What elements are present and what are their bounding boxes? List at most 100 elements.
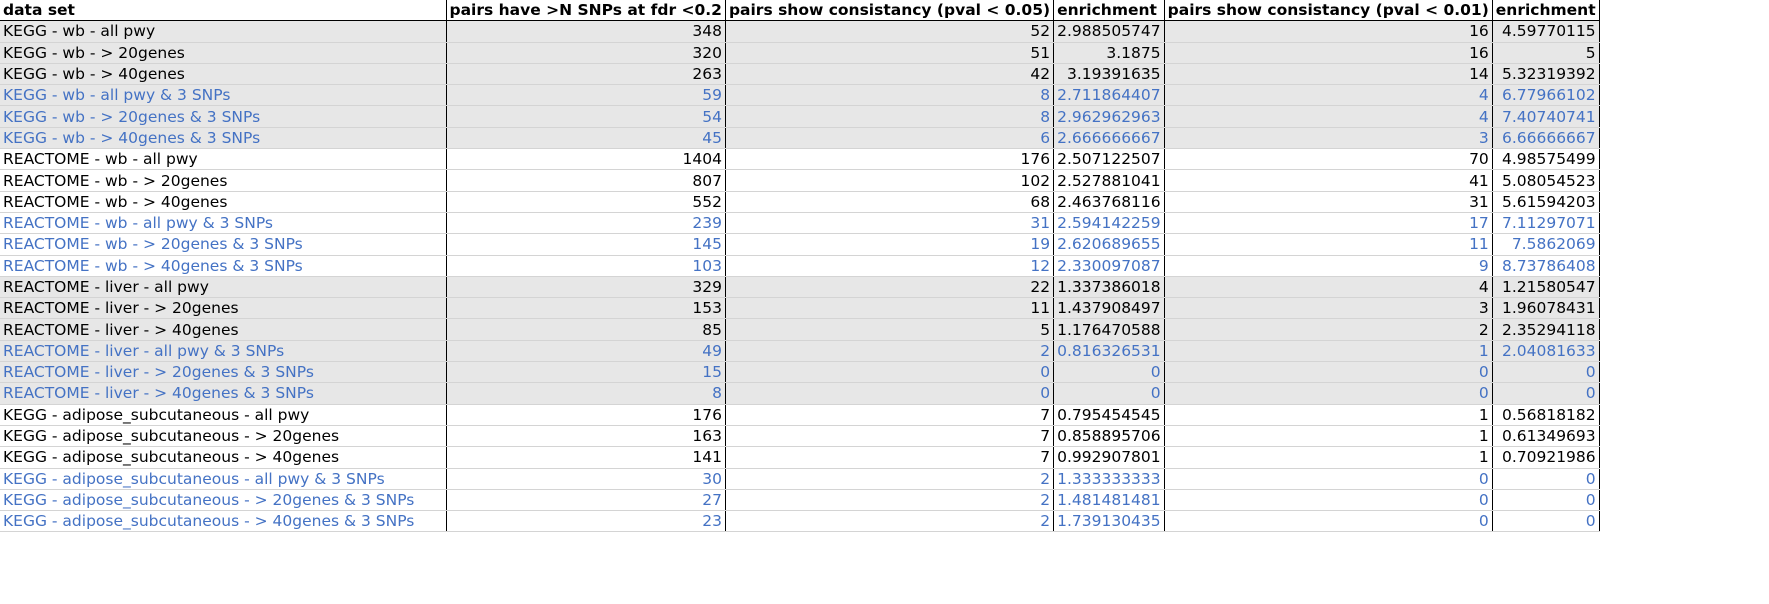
value-cell[interactable]: 2.620689655	[1053, 233, 1165, 256]
row-label-cell[interactable]: REACTOME - wb - > 40genes & 3 SNPs	[0, 255, 447, 277]
value-cell[interactable]: 0	[1164, 361, 1493, 384]
row-label-cell[interactable]: REACTOME - liver - all pwy	[0, 276, 447, 299]
value-cell[interactable]: 1.333333333	[1053, 468, 1165, 490]
value-cell[interactable]: 0	[1053, 361, 1165, 384]
value-cell[interactable]: 85	[446, 318, 726, 341]
value-cell[interactable]: 103	[446, 255, 726, 277]
value-cell[interactable]: 22	[725, 276, 1055, 299]
value-cell[interactable]: 5.08054523	[1492, 169, 1600, 192]
value-cell[interactable]: 51	[725, 42, 1055, 64]
value-cell[interactable]: 30	[446, 468, 726, 490]
value-cell[interactable]: 49	[446, 340, 726, 363]
value-cell[interactable]: 3.19391635	[1053, 63, 1165, 86]
value-cell[interactable]: 2.711864407	[1053, 84, 1165, 107]
value-cell[interactable]: 7	[725, 446, 1055, 469]
value-cell[interactable]: 1.739130435	[1053, 510, 1165, 533]
value-cell[interactable]: 3	[1164, 297, 1493, 320]
value-cell[interactable]: 54	[446, 105, 726, 128]
row-label-cell[interactable]: REACTOME - wb - > 20genes	[0, 169, 447, 192]
value-cell[interactable]: 0	[725, 361, 1055, 384]
value-cell[interactable]: 16	[1164, 20, 1493, 43]
value-cell[interactable]: 0	[1164, 468, 1493, 490]
value-cell[interactable]: 70	[1164, 148, 1493, 171]
value-cell[interactable]: 0.858895706	[1053, 425, 1165, 448]
row-label-cell[interactable]: REACTOME - wb - all pwy & 3 SNPs	[0, 212, 447, 235]
value-cell[interactable]: 6.66666667	[1492, 127, 1600, 150]
value-cell[interactable]: 1.96078431	[1492, 297, 1600, 320]
row-label-cell[interactable]: REACTOME - wb - > 40genes	[0, 191, 447, 213]
value-cell[interactable]: 176	[725, 148, 1055, 171]
value-cell[interactable]: 59	[446, 84, 726, 107]
value-cell[interactable]: 141	[446, 446, 726, 469]
value-cell[interactable]: 0	[1492, 468, 1600, 490]
value-cell[interactable]: 7.5862069	[1492, 233, 1600, 256]
value-cell[interactable]: 0	[1164, 510, 1493, 533]
row-label-cell[interactable]: REACTOME - liver - > 20genes	[0, 297, 447, 320]
value-cell[interactable]: 7	[725, 404, 1055, 426]
value-cell[interactable]: 5.32319392	[1492, 63, 1600, 86]
value-cell[interactable]: 5	[725, 318, 1055, 341]
row-label-cell[interactable]: KEGG - wb - > 40genes & 3 SNPs	[0, 127, 447, 150]
value-cell[interactable]: 31	[725, 212, 1055, 235]
value-cell[interactable]: 329	[446, 276, 726, 299]
value-cell[interactable]: 8	[725, 105, 1055, 128]
value-cell[interactable]: 16	[1164, 42, 1493, 64]
value-cell[interactable]: 31	[1164, 191, 1493, 213]
value-cell[interactable]: 807	[446, 169, 726, 192]
value-cell[interactable]: 0.61349693	[1492, 425, 1600, 448]
value-cell[interactable]: 27	[446, 489, 726, 512]
value-cell[interactable]: 2.594142259	[1053, 212, 1165, 235]
value-cell[interactable]: 6	[725, 127, 1055, 150]
value-cell[interactable]: 0.816326531	[1053, 340, 1165, 363]
value-cell[interactable]: 263	[446, 63, 726, 86]
value-cell[interactable]: 2.04081633	[1492, 340, 1600, 363]
value-cell[interactable]: 41	[1164, 169, 1493, 192]
value-cell[interactable]: 0	[1492, 489, 1600, 512]
value-cell[interactable]: 1.481481481	[1053, 489, 1165, 512]
value-cell[interactable]: 2.507122507	[1053, 148, 1165, 171]
row-label-cell[interactable]: REACTOME - wb - > 20genes & 3 SNPs	[0, 233, 447, 256]
value-cell[interactable]: 23	[446, 510, 726, 533]
value-cell[interactable]: 348	[446, 20, 726, 43]
value-cell[interactable]: 2	[725, 340, 1055, 363]
value-cell[interactable]: 1.337386018	[1053, 276, 1165, 299]
value-cell[interactable]: 19	[725, 233, 1055, 256]
value-cell[interactable]: 0	[1164, 382, 1493, 405]
row-label-cell[interactable]: KEGG - wb - > 40genes	[0, 63, 447, 86]
value-cell[interactable]: 0.992907801	[1053, 446, 1165, 469]
header-cell[interactable]: pairs have >N SNPs at fdr <0.2	[446, 0, 726, 22]
row-label-cell[interactable]: KEGG - wb - > 20genes	[0, 42, 447, 64]
value-cell[interactable]: 14	[1164, 63, 1493, 86]
row-label-cell[interactable]: KEGG - adipose_subcutaneous - > 20genes	[0, 425, 447, 448]
value-cell[interactable]: 7.11297071	[1492, 212, 1600, 235]
value-cell[interactable]: 163	[446, 425, 726, 448]
value-cell[interactable]: 7	[725, 425, 1055, 448]
value-cell[interactable]: 1	[1164, 446, 1493, 469]
value-cell[interactable]: 2.330097087	[1053, 255, 1165, 277]
value-cell[interactable]: 4.98575499	[1492, 148, 1600, 171]
value-cell[interactable]: 0	[1492, 382, 1600, 405]
header-cell[interactable]: enrichment	[1053, 0, 1165, 22]
row-label-cell[interactable]: KEGG - adipose_subcutaneous - all pwy	[0, 404, 447, 426]
row-label-cell[interactable]: KEGG - adipose_subcutaneous - > 20genes …	[0, 489, 447, 512]
value-cell[interactable]: 0	[725, 382, 1055, 405]
value-cell[interactable]: 8	[446, 382, 726, 405]
value-cell[interactable]: 2	[725, 489, 1055, 512]
value-cell[interactable]: 0.70921986	[1492, 446, 1600, 469]
header-cell[interactable]: pairs show consistancy (pval < 0.05)	[725, 0, 1055, 22]
value-cell[interactable]: 145	[446, 233, 726, 256]
value-cell[interactable]: 1.21580547	[1492, 276, 1600, 299]
value-cell[interactable]: 2.962962963	[1053, 105, 1165, 128]
value-cell[interactable]: 2	[725, 468, 1055, 490]
value-cell[interactable]: 3	[1164, 127, 1493, 150]
value-cell[interactable]: 1	[1164, 404, 1493, 426]
value-cell[interactable]: 0	[1492, 510, 1600, 533]
header-cell[interactable]: enrichment	[1492, 0, 1600, 22]
value-cell[interactable]: 1	[1164, 340, 1493, 363]
value-cell[interactable]: 2.463768116	[1053, 191, 1165, 213]
value-cell[interactable]: 552	[446, 191, 726, 213]
value-cell[interactable]: 0	[1053, 382, 1165, 405]
value-cell[interactable]: 5.61594203	[1492, 191, 1600, 213]
value-cell[interactable]: 42	[725, 63, 1055, 86]
value-cell[interactable]: 0.795454545	[1053, 404, 1165, 426]
